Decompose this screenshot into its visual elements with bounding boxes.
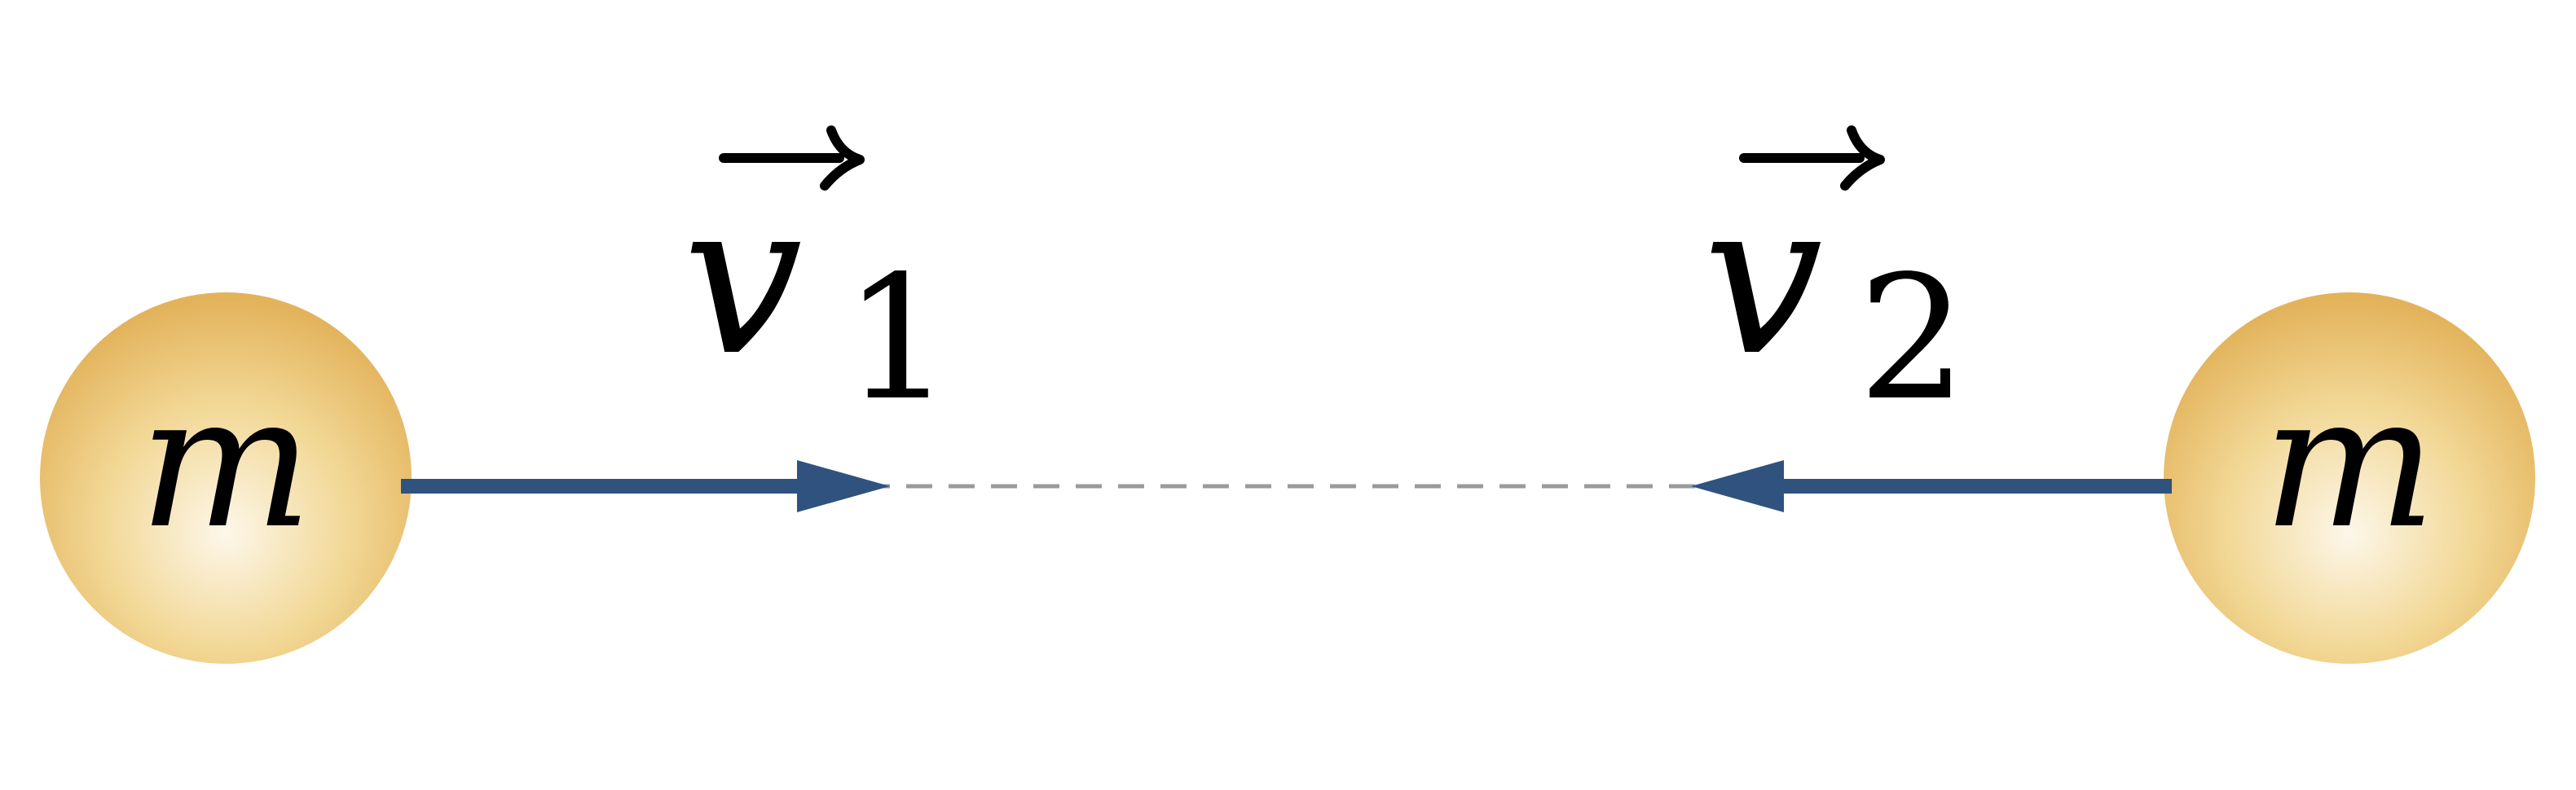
velocity-1-vector-arrow-icon: [719, 125, 865, 191]
velocity-2-arrow-head: [1691, 460, 1784, 512]
velocity-1-symbol: v: [683, 156, 803, 402]
velocity-1-subscript: 1: [843, 239, 953, 438]
right-mass-sphere: [2164, 292, 2535, 664]
velocity-1-arrow-head: [797, 460, 890, 512]
velocity-2-vector-arrow-icon: [1739, 125, 1885, 191]
velocity-2-label: v 2: [1703, 125, 1967, 438]
velocity-2-arrow: [1691, 460, 2172, 512]
velocity-1-arrow: [401, 460, 890, 512]
left-mass-label: m: [139, 356, 312, 569]
velocity-2-subscript: 2: [1858, 239, 1967, 438]
right-mass: m: [2164, 292, 2535, 664]
left-mass-sphere: [40, 292, 412, 664]
right-mass-label: m: [2262, 356, 2436, 569]
left-mass: m: [40, 292, 412, 664]
velocity-1-label: v 1: [683, 125, 953, 438]
velocity-2-symbol: v: [1703, 156, 1823, 402]
